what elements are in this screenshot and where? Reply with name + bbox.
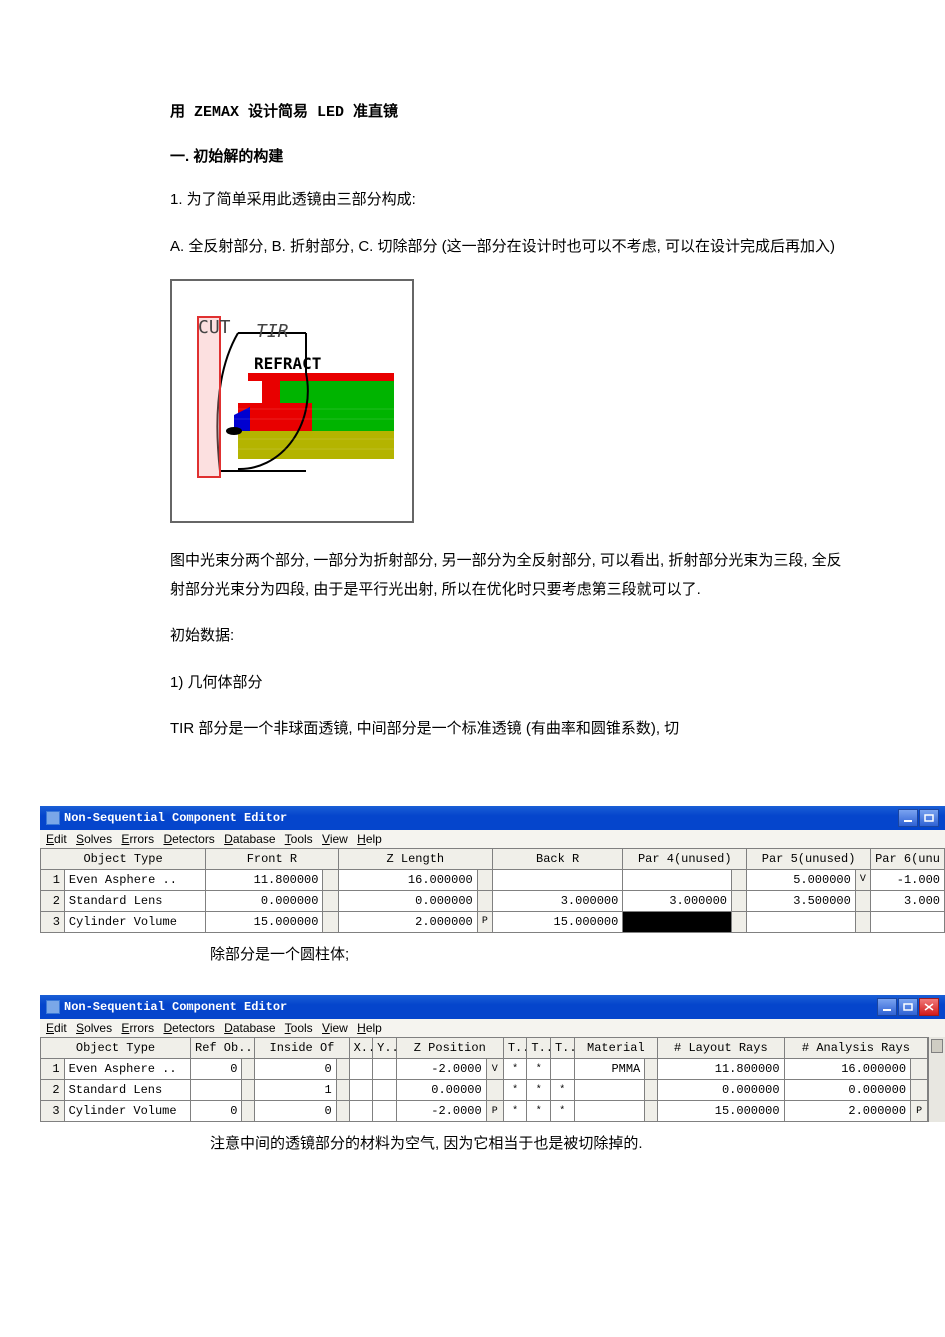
hdr-material: Material	[574, 1038, 658, 1059]
menu-tools[interactable]: Tools	[285, 1021, 313, 1035]
nse-editor-1: Non-Sequential Component Editor Edit Sol…	[40, 806, 945, 933]
paragraph-6: TIR 部分是一个非球面透镜, 中间部分是一个标准透镜 (有曲率和圆锥系数), …	[170, 715, 855, 744]
nse1-titlebar: Non-Sequential Component Editor	[40, 806, 945, 830]
paragraph-2: A. 全反射部分, B. 折射部分, C. 切除部分 (这一部分在设计时也可以不…	[170, 233, 855, 262]
paragraph-1: 1. 为了简单采用此透镜由三部分构成:	[170, 186, 855, 215]
nse1-menubar: Edit Solves Errors Detectors Database To…	[40, 830, 945, 848]
menu-solves[interactable]: Solves	[76, 832, 112, 846]
menu-edit[interactable]: Edit	[46, 832, 67, 846]
page-title: 用 ZEMAX 设计简易 LED 准直镜	[170, 100, 855, 121]
paragraph-4: 初始数据:	[170, 622, 855, 651]
app-icon	[46, 1000, 60, 1014]
hdr-ref-ob: Ref Ob..	[191, 1038, 255, 1059]
table-row[interactable]: 2 Standard Lens 1 0.00000 * * * 0.000000…	[41, 1080, 928, 1101]
label-refract: REFRACT	[254, 354, 321, 373]
hdr-par4: Par 4(unused)	[623, 848, 747, 869]
table-row[interactable]: 3 Cylinder Volume 0 0 -2.0000P * * * 15.…	[41, 1101, 928, 1122]
menu-errors[interactable]: Errors	[121, 832, 154, 846]
minimize-button[interactable]	[898, 809, 918, 827]
hdr-t3: T..	[550, 1038, 574, 1059]
nse2-title: Non-Sequential Component Editor	[64, 1000, 287, 1014]
hdr-y: Y..	[373, 1038, 397, 1059]
nse2-menubar: Edit Solves Errors Detectors Database To…	[40, 1019, 945, 1037]
app-icon	[46, 811, 60, 825]
menu-detectors[interactable]: Detectors	[163, 832, 214, 846]
table-row[interactable]: 3 Cylinder Volume 15.000000 2.000000P 15…	[41, 911, 945, 932]
lens-diagram-svg: CUT TIR REFRACT	[172, 281, 412, 521]
nse2-titlebar: Non-Sequential Component Editor	[40, 995, 945, 1019]
menu-view[interactable]: View	[322, 832, 348, 846]
nse1-title: Non-Sequential Component Editor	[64, 811, 287, 825]
menu-tools[interactable]: Tools	[285, 832, 313, 846]
minimize-button[interactable]	[877, 998, 897, 1016]
paragraph-7: 除部分是一个圆柱体;	[170, 941, 855, 970]
nse1-table[interactable]: Object Type Front R Z Length Back R Par …	[40, 848, 945, 933]
hdr-z-position: Z Position	[396, 1038, 503, 1059]
nse2-header-row: Object Type Ref Ob.. Inside Of X.. Y.. Z…	[41, 1038, 928, 1059]
close-button[interactable]	[919, 998, 939, 1016]
paragraph-3: 图中光束分两个部分, 一部分为折射部分, 另一部分为全反射部分, 可以看出, 折…	[170, 547, 855, 604]
paragraph-8: 注意中间的透镜部分的材料为空气, 因为它相当于也是被切除掉的.	[170, 1130, 855, 1159]
menu-help[interactable]: Help	[357, 1021, 382, 1035]
menu-solves[interactable]: Solves	[76, 1021, 112, 1035]
hdr-par5: Par 5(unused)	[747, 848, 871, 869]
hdr-back-r: Back R	[492, 848, 622, 869]
menu-help[interactable]: Help	[357, 832, 382, 846]
hdr-object-type: Object Type	[41, 1038, 191, 1059]
hdr-x: X..	[349, 1038, 373, 1059]
menu-detectors[interactable]: Detectors	[163, 1021, 214, 1035]
menu-errors[interactable]: Errors	[121, 1021, 154, 1035]
hdr-t1: T..	[503, 1038, 527, 1059]
label-tir: TIR	[256, 321, 289, 342]
menu-database[interactable]: Database	[224, 1021, 275, 1035]
nse1-header-row: Object Type Front R Z Length Back R Par …	[41, 848, 945, 869]
menu-edit[interactable]: Edit	[46, 1021, 67, 1035]
hdr-par6: Par 6(unu	[871, 848, 945, 869]
maximize-button[interactable]	[919, 809, 939, 827]
menu-database[interactable]: Database	[224, 832, 275, 846]
nse-editor-2: Non-Sequential Component Editor Edit Sol…	[40, 995, 945, 1122]
hdr-inside-of: Inside Of	[255, 1038, 349, 1059]
table-row[interactable]: 1 Even Asphere .. 0 0 -2.0000V * * PMMA …	[41, 1059, 928, 1080]
table-row[interactable]: 2 Standard Lens 0.000000 0.000000 3.0000…	[41, 890, 945, 911]
hdr-front-r: Front R	[206, 848, 339, 869]
hdr-analysis-rays: # Analysis Rays	[784, 1038, 928, 1059]
maximize-button[interactable]	[898, 998, 918, 1016]
paragraph-5: 1) 几何体部分	[170, 669, 855, 698]
hdr-t2: T..	[527, 1038, 551, 1059]
nse2-table[interactable]: Object Type Ref Ob.. Inside Of X.. Y.. Z…	[40, 1037, 928, 1122]
lens-diagram: CUT TIR REFRACT	[170, 279, 414, 523]
section-heading-1: 一. 初始解的构建	[170, 145, 855, 166]
hdr-z-length: Z Length	[338, 848, 492, 869]
vertical-scrollbar[interactable]	[928, 1037, 945, 1122]
hdr-layout-rays: # Layout Rays	[658, 1038, 784, 1059]
table-row[interactable]: 1 Even Asphere .. 11.800000 16.000000 5.…	[41, 869, 945, 890]
hdr-object-type: Object Type	[41, 848, 206, 869]
label-cut: CUT	[198, 317, 231, 338]
document-page: 用 ZEMAX 设计简易 LED 准直镜 一. 初始解的构建 1. 为了简单采用…	[0, 0, 945, 802]
menu-view[interactable]: View	[322, 1021, 348, 1035]
